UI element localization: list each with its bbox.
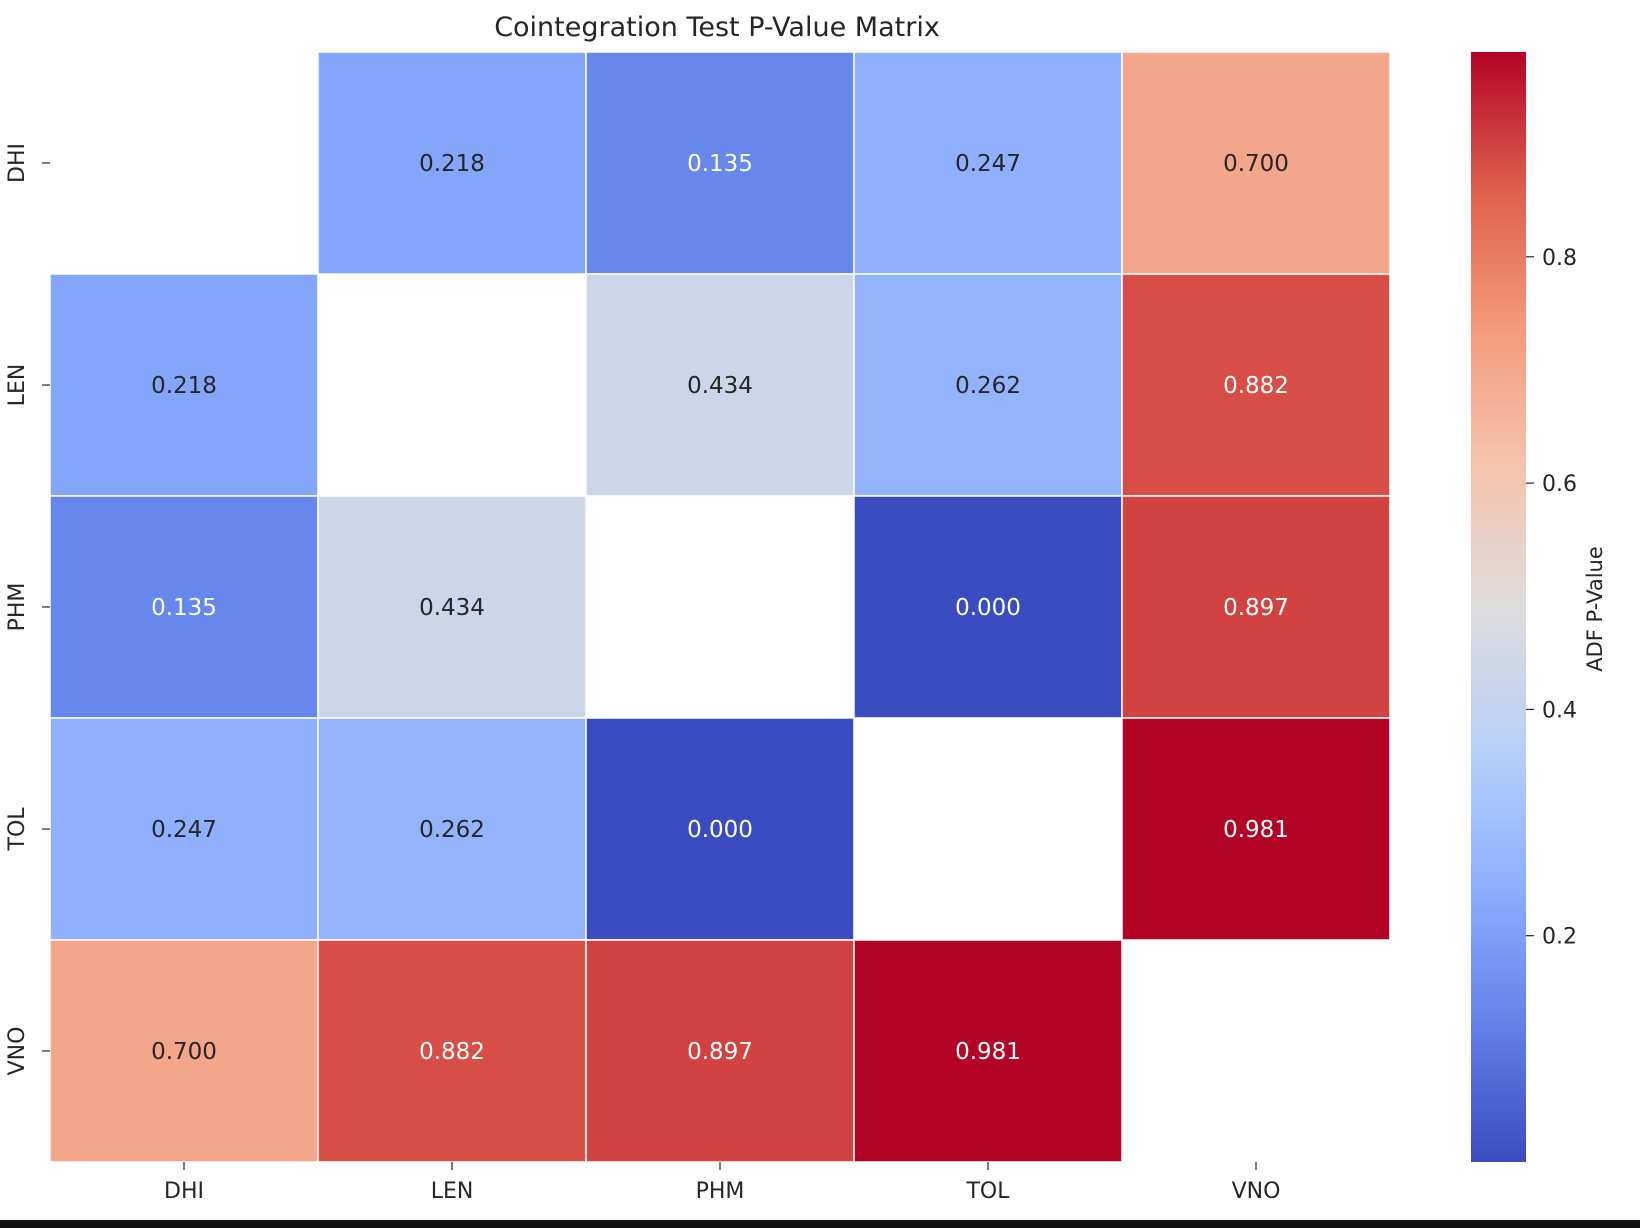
cell-value-label: 0.135 [151, 595, 217, 621]
colorbar-label: ADF P-Value [1583, 546, 1607, 672]
colorbar-gradient [1471, 52, 1526, 1162]
heatmap-cell-tol-len [317, 717, 587, 941]
colorbar: 0.2 0.4 0.6 0.8 [1471, 52, 1577, 1162]
heatmap-cell-len-dhi [49, 273, 319, 497]
x-tick-label-vno: VNO [1232, 1179, 1281, 1204]
heatmap-cell-dhi-vno [1121, 51, 1391, 275]
colorbar-tick-label: 0.4 [1542, 698, 1577, 723]
cell-value-label: 0.000 [955, 595, 1021, 621]
heatmap-cell-len-tol [853, 273, 1123, 497]
heatmap-cell-dhi-phm [585, 51, 855, 275]
cell-value-label: 0.897 [1223, 595, 1289, 621]
heatmap-cell-len-phm [585, 273, 855, 497]
y-tick-label-len: LEN [5, 364, 30, 407]
cell-value-label: 0.247 [151, 817, 217, 843]
x-axis: DHI LEN PHM TOL VNO [164, 1162, 1280, 1204]
colorbar-tick-label: 0.8 [1542, 246, 1577, 271]
cell-value-label: 0.882 [1223, 373, 1289, 399]
cell-value-label: 0.218 [151, 373, 217, 399]
heatmap-cell-tol-dhi [49, 717, 319, 941]
heatmap-cell-vno-len [317, 939, 587, 1163]
heatmap-cell-tol-vno [1121, 717, 1391, 941]
heatmap-cell-phm-vno [1121, 495, 1391, 719]
heatmap-cell-vno-phm [585, 939, 855, 1163]
y-tick-label-phm: PHM [5, 583, 30, 632]
cell-value-label: 0.262 [419, 817, 485, 843]
cell-value-label: 0.882 [419, 1039, 485, 1065]
cell-value-label: 0.981 [955, 1039, 1021, 1065]
x-tick-label-tol: TOL [965, 1179, 1010, 1204]
heatmap-cell-dhi-tol [853, 51, 1123, 275]
heatmap-cell-vno-dhi [49, 939, 319, 1163]
y-tick-label-vno: VNO [5, 1027, 30, 1076]
cell-value-label: 0.218 [419, 151, 485, 177]
x-tick-label-phm: PHM [696, 1179, 745, 1204]
heatmap-cells: 0.218 0.135 0.247 0.700 0.218 0.434 0.262 0.882… [49, 51, 1391, 1163]
cell-value-label: 0.434 [687, 373, 753, 399]
heatmap-cell-tol-phm [585, 717, 855, 941]
cell-value-label: 0.897 [687, 1039, 753, 1065]
y-tick-label-dhi: DHI [5, 143, 30, 183]
heatmap-cell-phm-len [317, 495, 587, 719]
cell-value-label: 0.700 [1223, 151, 1289, 177]
cell-value-label: 0.247 [955, 151, 1021, 177]
heatmap-cell-vno-tol [853, 939, 1123, 1163]
heatmap-cell-dhi-len [317, 51, 587, 275]
y-axis: DHI LEN PHM TOL VNO [5, 143, 50, 1075]
x-tick-label-len: LEN [431, 1179, 474, 1204]
heatmap-cell-len-vno [1121, 273, 1391, 497]
cell-value-label: 0.700 [151, 1039, 217, 1065]
chart-title: Cointegration Test P-Value Matrix [494, 12, 940, 43]
cell-value-label: 0.434 [419, 595, 485, 621]
cell-value-label: 0.981 [1223, 817, 1289, 843]
cell-value-label: 0.000 [687, 817, 753, 843]
cell-value-label: 0.135 [687, 151, 753, 177]
x-tick-label-dhi: DHI [164, 1179, 204, 1204]
cell-value-label: 0.262 [955, 373, 1021, 399]
y-tick-label-tol: TOL [5, 807, 30, 852]
colorbar-tick-label: 0.6 [1542, 472, 1577, 497]
colorbar-tick-label: 0.2 [1542, 925, 1577, 950]
